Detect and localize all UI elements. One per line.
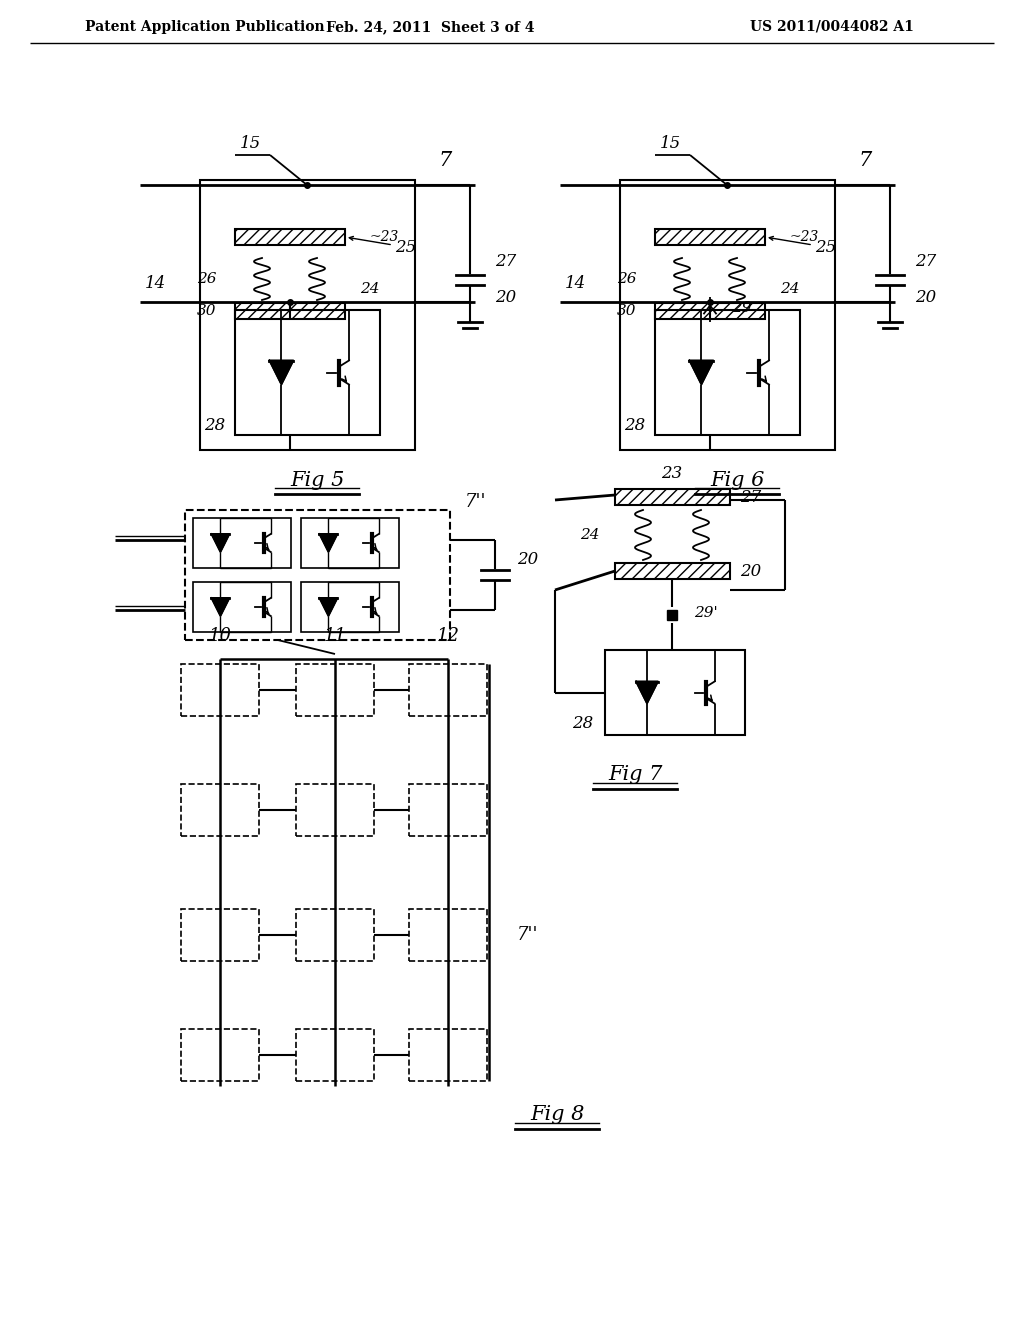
Text: 10: 10 [209,627,231,645]
Bar [296,909,374,961]
Text: 20: 20 [517,552,539,569]
Bar [655,228,765,246]
Bar [615,564,730,579]
Bar [409,784,487,836]
Text: 23: 23 [662,466,683,483]
Text: Feb. 24, 2011  Sheet 3 of 4: Feb. 24, 2011 Sheet 3 of 4 [326,20,535,34]
Text: 29': 29' [694,606,718,620]
Text: 15: 15 [659,135,681,152]
Bar [185,510,450,640]
Bar [296,664,374,715]
Text: 27: 27 [495,253,516,271]
Text: 20: 20 [915,289,936,306]
Bar [301,582,399,632]
Text: 24: 24 [581,528,600,543]
Bar [409,1030,487,1081]
Bar [234,304,345,319]
Text: 28: 28 [572,714,594,731]
Bar [409,909,487,961]
Text: 15: 15 [240,135,261,152]
Polygon shape [319,535,338,552]
Text: 24: 24 [360,282,380,296]
Text: 27: 27 [915,253,936,271]
Text: 30: 30 [617,304,637,318]
Text: 14: 14 [144,276,166,293]
Text: 7'': 7'' [517,927,539,944]
Text: ~23: ~23 [790,230,819,244]
Bar [409,664,487,715]
Text: 27: 27 [740,488,761,506]
Bar [615,488,730,506]
Polygon shape [269,360,294,384]
Bar [655,304,765,319]
Bar [193,517,291,568]
Text: 30: 30 [198,304,217,318]
Bar [655,310,800,436]
Text: 12: 12 [436,627,460,645]
Text: 25: 25 [815,239,837,256]
Polygon shape [319,598,338,616]
Text: 11: 11 [324,627,346,645]
Text: 7: 7 [438,150,452,169]
Polygon shape [689,360,714,384]
Bar [193,582,291,632]
Text: Patent Application Publication: Patent Application Publication [85,20,325,34]
Text: 14: 14 [564,276,586,293]
Polygon shape [211,535,229,552]
Bar [181,664,259,715]
Text: 25: 25 [395,239,416,256]
Bar [620,180,835,450]
Text: Fig 7: Fig 7 [608,766,663,784]
Bar [301,517,399,568]
Text: 28: 28 [625,417,645,433]
Text: US 2011/0044082 A1: US 2011/0044082 A1 [750,20,913,34]
Text: Fig 6: Fig 6 [710,470,764,490]
Bar [605,649,745,735]
Text: 29: 29 [732,301,752,314]
Polygon shape [636,681,658,704]
Bar [296,1030,374,1081]
Text: Fig 5: Fig 5 [290,470,344,490]
Polygon shape [211,598,229,616]
Bar [181,909,259,961]
Text: 26: 26 [617,272,637,286]
Text: 28: 28 [205,417,225,433]
Bar [200,180,415,450]
Text: 20: 20 [495,289,516,306]
Text: Fig 8: Fig 8 [529,1106,584,1125]
Bar [234,310,380,436]
Text: 7: 7 [858,150,871,169]
Bar [181,1030,259,1081]
Bar [296,784,374,836]
Bar [234,228,345,246]
Text: 7'': 7'' [465,492,486,511]
Bar [181,784,259,836]
Text: ~23: ~23 [370,230,399,244]
Text: 26: 26 [198,272,217,286]
Text: 24: 24 [780,282,800,296]
Text: 20: 20 [740,562,761,579]
